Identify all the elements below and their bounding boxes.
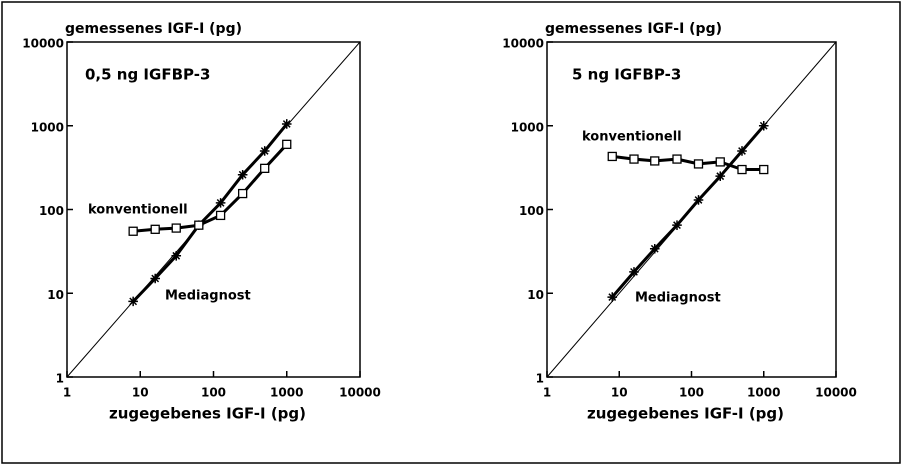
marker <box>715 157 725 167</box>
marker <box>607 151 617 162</box>
marker <box>237 188 248 199</box>
series-label: Mediagnost <box>635 291 721 306</box>
x-axis-title: zugegebenes IGF-I (pg) <box>109 405 306 423</box>
annotation: 0,5 ng IGFBP-3 <box>85 66 210 84</box>
y-axis-title: gemessenes IGF-I (pg) <box>65 21 242 37</box>
x-tick-label: 10000 <box>815 386 857 400</box>
x-tick-label: 10000 <box>339 386 381 400</box>
marker <box>715 171 726 181</box>
marker <box>171 251 182 261</box>
marker <box>649 243 660 254</box>
y-tick-label: 1000 <box>511 120 544 134</box>
marker <box>215 198 226 208</box>
marker <box>693 159 704 169</box>
marker <box>759 164 769 175</box>
y-axis-title: gemessenes IGF-I (pg) <box>545 21 722 37</box>
marker <box>758 120 769 131</box>
marker <box>128 296 138 307</box>
x-tick-label: 10 <box>611 386 628 400</box>
annotation: 5 ng IGFBP-3 <box>572 66 681 84</box>
marker <box>672 220 682 230</box>
x-tick-label: 1 <box>543 386 551 400</box>
marker <box>650 156 660 166</box>
x-tick-label: 1 <box>63 386 71 400</box>
marker <box>607 292 618 302</box>
series-label: konventionell <box>88 203 188 218</box>
x-axis-title: zugegebenes IGF-I (pg) <box>587 405 784 423</box>
series-label: Mediagnost <box>165 289 251 304</box>
x-tick-label: 1000 <box>747 386 780 400</box>
y-tick-label: 10000 <box>22 37 64 51</box>
marker <box>171 223 181 233</box>
marker <box>215 210 226 221</box>
y-tick-label: 10 <box>527 288 544 302</box>
marker <box>259 146 270 156</box>
y-tick-label: 1 <box>56 372 64 386</box>
series-line <box>611 124 765 299</box>
series-label: konventionell <box>582 130 682 145</box>
x-tick-label: 1000 <box>270 386 303 400</box>
y-tick-label: 1000 <box>31 120 64 134</box>
marker <box>693 195 704 205</box>
marker <box>128 226 138 236</box>
y-tick-label: 100 <box>39 204 64 218</box>
marker <box>629 154 639 164</box>
marker <box>237 169 248 180</box>
y-tick-label: 100 <box>519 204 544 218</box>
marker <box>150 273 161 284</box>
x-tick-label: 10 <box>132 386 149 400</box>
x-tick-label: 100 <box>201 386 226 400</box>
marker <box>194 220 204 230</box>
y-tick-label: 10000 <box>502 37 544 51</box>
marker <box>737 164 747 175</box>
series-line <box>133 143 288 233</box>
marker <box>737 146 747 156</box>
y-tick-label: 10 <box>47 288 64 302</box>
marker <box>150 224 160 234</box>
x-tick-label: 100 <box>679 386 704 400</box>
y-tick-label: 1 <box>536 372 544 386</box>
marker <box>260 163 270 173</box>
marker <box>629 267 639 277</box>
series-line <box>132 123 288 303</box>
marker <box>281 119 292 129</box>
marker <box>282 139 292 149</box>
marker <box>672 154 682 164</box>
